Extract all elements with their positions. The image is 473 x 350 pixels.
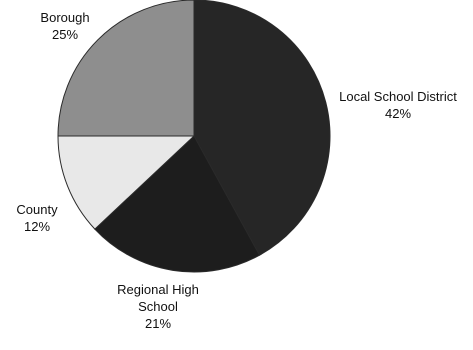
label-regional-high-school-line1: Regional High [117,282,199,297]
pie-slice-regional-high-school [94,135,261,273]
label-local-school-district-percent: 42% [385,106,411,121]
label-county: County [16,202,58,217]
label-borough-percent: 25% [52,27,78,42]
label-county-percent: 12% [24,219,50,234]
pie-slice-borough [57,0,195,137]
label-borough: Borough [40,10,89,25]
label-local-school-district: Local School District [339,89,457,104]
pie-slice-local-school-district [193,0,331,256]
label-regional-high-school-line2: School [138,299,178,314]
label-regional-high-school-percent: 21% [145,316,171,331]
pie-slices [57,0,331,273]
pie-slice-county [57,135,196,230]
